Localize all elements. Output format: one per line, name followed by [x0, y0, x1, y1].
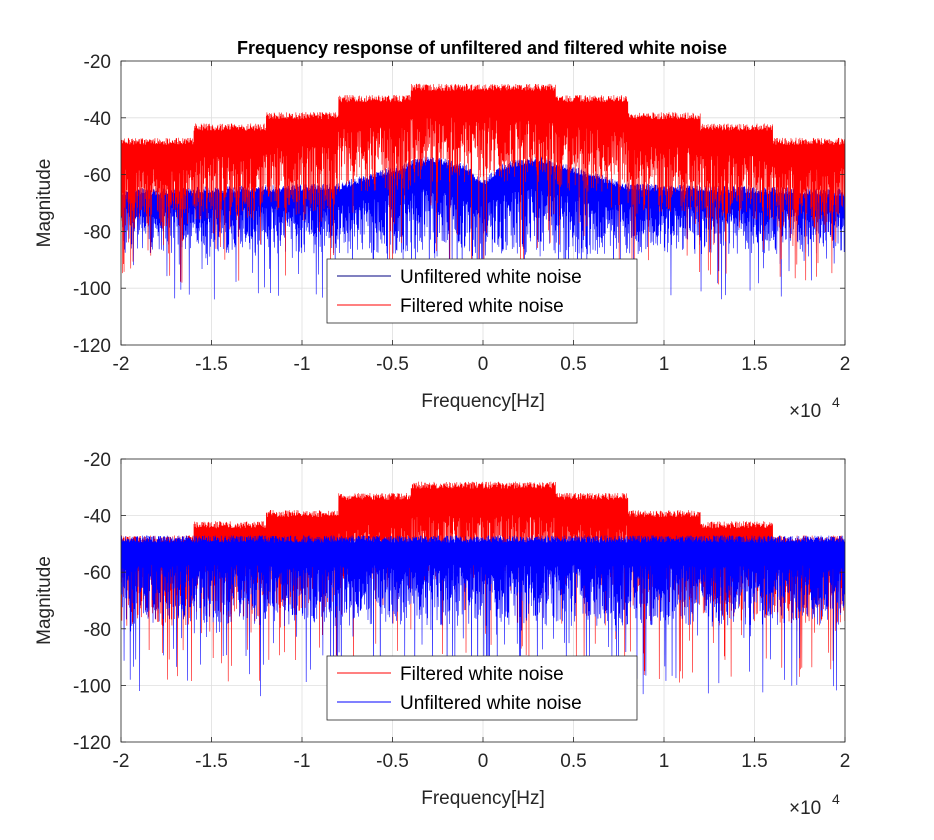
x-tick-label: -1 [294, 354, 311, 375]
legend-label: Unfiltered white noise [400, 693, 582, 714]
x-tick-label: 2 [840, 751, 851, 772]
x-tick-label: 0 [478, 751, 489, 772]
x-tick-label: -1.5 [195, 354, 228, 375]
legend-label: Filtered white noise [400, 664, 564, 685]
x-axis-label: Frequency[Hz] [421, 788, 545, 809]
x-tick-label: 0 [478, 354, 489, 375]
y-tick-label: -60 [84, 166, 111, 187]
y-tick-label: -80 [84, 620, 111, 641]
x-axis-label: Frequency[Hz] [421, 391, 545, 412]
data-traces [121, 481, 845, 697]
y-tick-label: -20 [84, 450, 111, 471]
x-tick-label: -0.5 [376, 751, 409, 772]
y-tick-label: -40 [84, 507, 111, 528]
x-exponent-label: ×10 [789, 798, 821, 819]
x-tick-label: 0.5 [560, 354, 586, 375]
ticks: -2 -1.5 -1 -0.5 0 0.5 1 1.5 2 -20 -40 -60 -80 -100 -12… [73, 450, 850, 772]
series-line-unfiltered-white-noise [121, 156, 845, 300]
legend-label: Filtered white noise [400, 296, 564, 317]
y-tick-label: -100 [73, 279, 111, 300]
y-tick-label: -120 [73, 336, 111, 357]
x-tick-label: 1 [659, 751, 670, 772]
y-tick-label: -60 [84, 563, 111, 584]
x-tick-label: -0.5 [376, 354, 409, 375]
x-exponent-power: 4 [832, 394, 840, 410]
series-line-filtered-white-noise [121, 83, 845, 285]
y-axis-label: Magnitude [34, 159, 55, 248]
y-tick-label: -100 [73, 676, 111, 697]
x-tick-label: 1 [659, 354, 670, 375]
x-tick-label: -1 [294, 751, 311, 772]
data-traces [121, 83, 845, 300]
y-axis-label: Magnitude [34, 556, 55, 645]
series-line-unfiltered-white-noise [121, 535, 845, 697]
top-subplot: -2 -1.5 -1 -0.5 0 0.5 1 1.5 2 -20 -40 -60 -80 -100 -12… [34, 52, 850, 422]
ticks: -2 -1.5 -1 -0.5 0 0.5 1 1.5 2 -20 -40 -60 -80 -100 -12… [73, 52, 850, 375]
y-tick-label: -20 [84, 52, 111, 73]
x-exponent-power: 4 [832, 791, 840, 807]
y-tick-label: -120 [73, 733, 111, 754]
x-tick-label: 2 [840, 354, 851, 375]
y-tick-label: -40 [84, 109, 111, 130]
legend: Unfiltered white noise Filtered white noi… [326, 258, 638, 324]
y-tick-label: -80 [84, 222, 111, 243]
x-tick-label: 0.5 [560, 751, 586, 772]
figure-title: Frequency response of unfiltered and fil… [237, 38, 727, 58]
x-tick-label: -2 [113, 751, 130, 772]
x-exponent-label: ×10 [789, 401, 821, 422]
x-tick-label: -1.5 [195, 751, 228, 772]
bottom-subplot: -2 -1.5 -1 -0.5 0 0.5 1 1.5 2 -20 -40 -60 -80 -100 -12… [34, 450, 850, 819]
legend: Filtered white noise Unfiltered white noi… [326, 655, 638, 721]
x-tick-label: 1.5 [741, 751, 767, 772]
legend-label: Unfiltered white noise [400, 267, 582, 288]
x-tick-label: -2 [113, 354, 130, 375]
legend-box [326, 258, 638, 324]
x-tick-label: 1.5 [741, 354, 767, 375]
legend-box [326, 655, 638, 721]
